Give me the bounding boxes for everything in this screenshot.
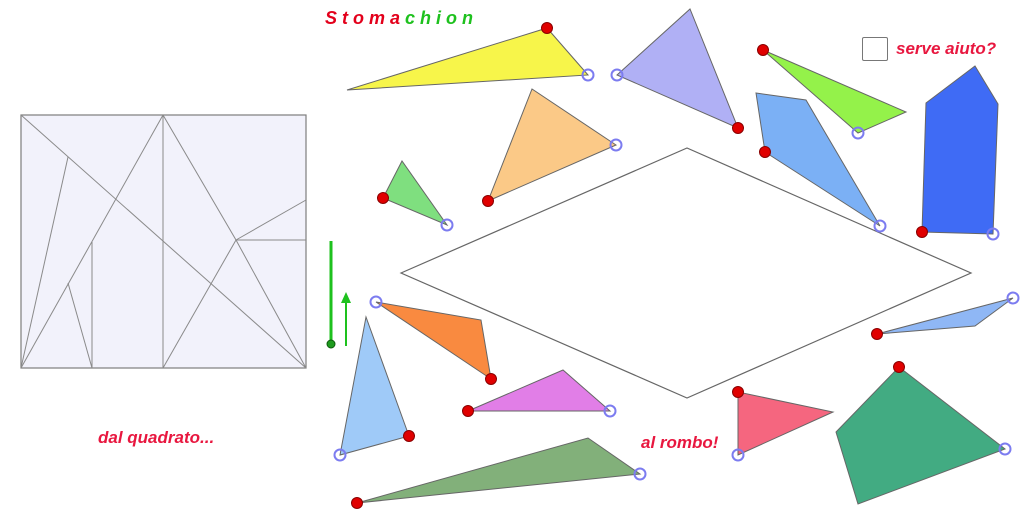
handle-red-sky-blue[interactable] — [759, 146, 771, 158]
handle-red-lime[interactable] — [757, 44, 769, 56]
handle-red-olive-green[interactable] — [351, 497, 363, 509]
piece-yellow[interactable] — [346, 27, 590, 91]
square-division-lines — [20, 114, 307, 369]
handle-ring-blue[interactable] — [986, 227, 1000, 241]
help-toggle[interactable]: serve aiuto? — [862, 37, 996, 61]
handle-ring-yellow[interactable] — [581, 68, 595, 82]
handle-red-lavender[interactable] — [732, 122, 744, 134]
from-square-label: dal quadrato... — [98, 428, 215, 447]
handle-ring-green[interactable] — [440, 218, 454, 232]
handle-red-light-orange[interactable] — [482, 195, 494, 207]
handle-ring-pale-blue[interactable] — [333, 448, 347, 462]
handle-ring-orange[interactable] — [369, 295, 383, 309]
piece-orange[interactable] — [375, 301, 492, 381]
vertical-slider[interactable] — [326, 241, 351, 349]
handle-ring-magenta[interactable] — [603, 404, 617, 418]
ring-handles[interactable] — [333, 68, 1020, 481]
handle-ring-teal[interactable] — [998, 442, 1012, 456]
piece-lime[interactable] — [762, 49, 908, 134]
help-label: serve aiuto? — [896, 39, 997, 58]
piece-magenta[interactable] — [467, 369, 612, 412]
piece-lavender[interactable] — [616, 8, 739, 129]
handle-red-green[interactable] — [377, 192, 389, 204]
slider-knob[interactable] — [326, 339, 336, 349]
handle-red-pale-blue[interactable] — [403, 430, 415, 442]
handle-red-yellow[interactable] — [541, 22, 553, 34]
piece-sky-blue[interactable] — [755, 92, 881, 227]
help-checkbox[interactable] — [862, 37, 888, 61]
handle-red-teal[interactable] — [893, 361, 905, 373]
handle-ring-olive-green[interactable] — [633, 467, 647, 481]
handle-red-pink[interactable] — [732, 386, 744, 398]
reference-square — [20, 114, 307, 369]
handle-ring-light-orange[interactable] — [609, 138, 623, 152]
handle-ring-sky-blue[interactable] — [873, 219, 887, 233]
handle-ring-lime[interactable] — [851, 126, 865, 140]
handle-red-magenta[interactable] — [462, 405, 474, 417]
piece-pale-blue-sliver[interactable] — [876, 297, 1014, 335]
handle-ring-pale-blue-sliver[interactable] — [1006, 291, 1020, 305]
handle-red-pale-blue-sliver[interactable] — [871, 328, 883, 340]
piece-blue[interactable] — [921, 65, 999, 235]
piece-olive-green[interactable] — [356, 437, 642, 504]
piece-green[interactable] — [382, 160, 449, 227]
page-title: Stomachion — [325, 8, 478, 29]
title-part-green: chion — [405, 8, 479, 28]
handle-ring-pink[interactable] — [731, 448, 745, 462]
piece-pink[interactable] — [737, 391, 835, 456]
red-handles[interactable] — [351, 22, 928, 509]
to-rhombus-label: al rombo! — [641, 433, 719, 452]
target-rhombus — [399, 147, 973, 399]
handle-red-orange[interactable] — [485, 373, 497, 385]
piece-pale-blue[interactable] — [339, 315, 410, 456]
title-part-red: Stoma — [325, 8, 406, 28]
piece-teal[interactable] — [835, 366, 1007, 505]
handle-ring-lavender[interactable] — [610, 68, 624, 82]
slider-arrow-icon — [341, 292, 351, 303]
handle-red-blue[interactable] — [916, 226, 928, 238]
piece-light-orange[interactable] — [487, 88, 618, 202]
